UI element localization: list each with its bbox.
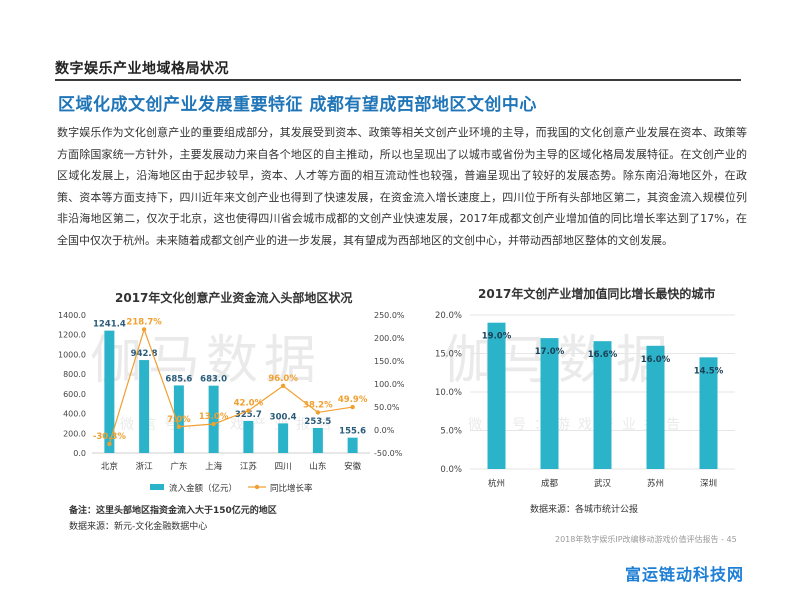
right-chart-y-tick-label: 0.0% <box>440 465 462 475</box>
x-category-label: 山东 <box>309 461 326 472</box>
bar-value-label: 683.0 <box>200 375 227 385</box>
right-bar <box>699 357 718 469</box>
left-y-tick-label: 1200.0 <box>58 331 86 340</box>
bar-value-label: 300.4 <box>270 412 297 422</box>
x-category-label: 安徽 <box>344 461 362 472</box>
left-y-tick-label: 800.0 <box>63 370 86 379</box>
right-x-category-label: 杭州 <box>488 478 505 489</box>
growth-rate-label: 218.7% <box>126 317 162 327</box>
right-bar-value-label: 17.0% <box>535 347 565 357</box>
growth-rate-point <box>107 441 112 447</box>
right-chart-y-tick-label: 20.0% <box>435 311 462 321</box>
right-y-tick-label: 100.0% <box>374 380 405 389</box>
right-bar-value-label: 14.5% <box>694 366 724 376</box>
legend-bar-swatch <box>150 484 164 490</box>
growth-rate-point <box>211 421 216 427</box>
bar-value-label: 942.8 <box>131 349 158 359</box>
right-bar <box>487 322 506 469</box>
growth-rate-point <box>350 404 355 410</box>
x-category-label: 浙江 <box>136 461 154 472</box>
bar-value-label: 155.6 <box>339 427 366 437</box>
bar <box>347 437 358 453</box>
growth-rate-label: 38.2% <box>303 400 333 410</box>
right-bar <box>540 338 559 469</box>
right-chart-title: 2017年文创产业增加值同比增长最快的城市 <box>478 287 716 301</box>
header-divider <box>55 79 741 81</box>
bar <box>243 420 254 453</box>
right-data-source: 数据来源：各城市统计公报 <box>530 505 639 515</box>
left-data-source: 数据来源：新元-文化金融数据中心 <box>69 522 208 532</box>
right-x-category-label: 深圳 <box>700 478 717 489</box>
note-prefix: 备注： <box>69 506 97 516</box>
growth-rate-label: 49.9% <box>338 395 368 405</box>
growth-rate-label: 96.0% <box>268 374 298 384</box>
x-category-label: 上海 <box>205 461 223 472</box>
bar <box>312 428 323 453</box>
right-chart-y-tick-label: 10.0% <box>435 388 462 398</box>
right-x-category-label: 成都 <box>541 478 559 489</box>
brand-watermark: 富运链动科技网 <box>625 565 745 584</box>
left-y-tick-label: 400.0 <box>63 410 86 419</box>
legend-bar-label: 流入金额（亿元） <box>169 483 237 494</box>
bar-value-label: 325.7 <box>235 410 262 420</box>
right-bar <box>646 345 665 469</box>
right-bar-value-label: 19.0% <box>482 332 512 342</box>
left-chart-title: 2017年文化创意产业资金流入头部地区状况 <box>115 291 353 305</box>
left-y-tick-label: 600.0 <box>63 390 86 399</box>
legend-line-label: 同比增长率 <box>270 483 313 494</box>
bar <box>278 423 289 453</box>
left-y-tick-label: 0.0 <box>73 449 86 458</box>
x-category-label: 四川 <box>275 462 292 472</box>
growth-rate-point <box>246 408 251 413</box>
chart-note: 备注：这里头部地区指资金流入大于150亿元的地区 <box>69 503 277 516</box>
growth-rate-line <box>108 327 353 445</box>
bar-value-label: 685.6 <box>165 374 192 384</box>
growth-rate-label: 7.0% <box>167 415 191 425</box>
right-y-tick-label: 150.0% <box>374 357 405 366</box>
growth-rate-label: 42.0% <box>234 399 264 409</box>
right-bar-value-label: 16.0% <box>641 355 671 365</box>
right-x-category-label: 武汉 <box>594 478 612 489</box>
body-paragraph: 数字娱乐作为文化创意产业的重要组成部分，其发展受到资本、政策等相关文创产业环境的… <box>57 122 747 252</box>
x-category-label: 北京 <box>101 461 118 472</box>
growth-rate-point <box>315 410 321 415</box>
growth-rate-point <box>176 424 182 429</box>
growth-rate-label: 13.0% <box>199 412 229 422</box>
right-chart-y-tick-label: 15.0% <box>435 350 462 360</box>
right-y-tick-label: 0.0% <box>374 426 395 435</box>
bar-value-label: 253.5 <box>304 417 331 427</box>
page-headline: 区域化成文创产业发展重要特征 成都有望成西部地区文创中心 <box>58 95 537 115</box>
right-bar <box>593 341 612 469</box>
right-chart-y-tick-label: 5.0% <box>440 427 462 437</box>
bar <box>173 385 184 453</box>
left-y-tick-label: 1000.0 <box>58 350 86 359</box>
x-category-label: 广东 <box>170 461 187 472</box>
right-y-tick-label: 50.0% <box>374 403 400 412</box>
right-y-tick-label: 250.0% <box>374 311 405 320</box>
right-y-tick-label: -50.0% <box>374 449 403 458</box>
right-bar-value-label: 16.6% <box>588 350 618 360</box>
growth-rate-point <box>141 327 147 332</box>
bar <box>208 385 219 453</box>
right-x-category-label: 苏州 <box>647 478 664 489</box>
left-y-tick-label: 1400.0 <box>58 311 86 320</box>
bar-value-label: 1241.4 <box>93 320 126 330</box>
page-footer: 2018年数字娱乐IP改编移动游戏价值评估报告 - 45 <box>555 535 737 544</box>
note-text: 这里头部地区指资金流入大于150亿元的地区 <box>96 506 277 516</box>
left-y-tick-label: 200.0 <box>63 429 86 438</box>
growth-rate-label: -30.3% <box>93 432 126 442</box>
growth-rate-point <box>280 383 286 389</box>
legend-line-marker <box>254 484 260 490</box>
right-y-tick-label: 200.0% <box>374 334 405 343</box>
body-text: 数字娱乐作为文化创意产业的重要组成部分，其发展受到资本、政策等相关文创产业环境的… <box>57 126 747 247</box>
bar <box>104 330 115 453</box>
bar <box>139 360 150 453</box>
x-category-label: 江苏 <box>240 461 258 472</box>
section-header: 数字娱乐产业地域格局状况 <box>55 61 229 77</box>
